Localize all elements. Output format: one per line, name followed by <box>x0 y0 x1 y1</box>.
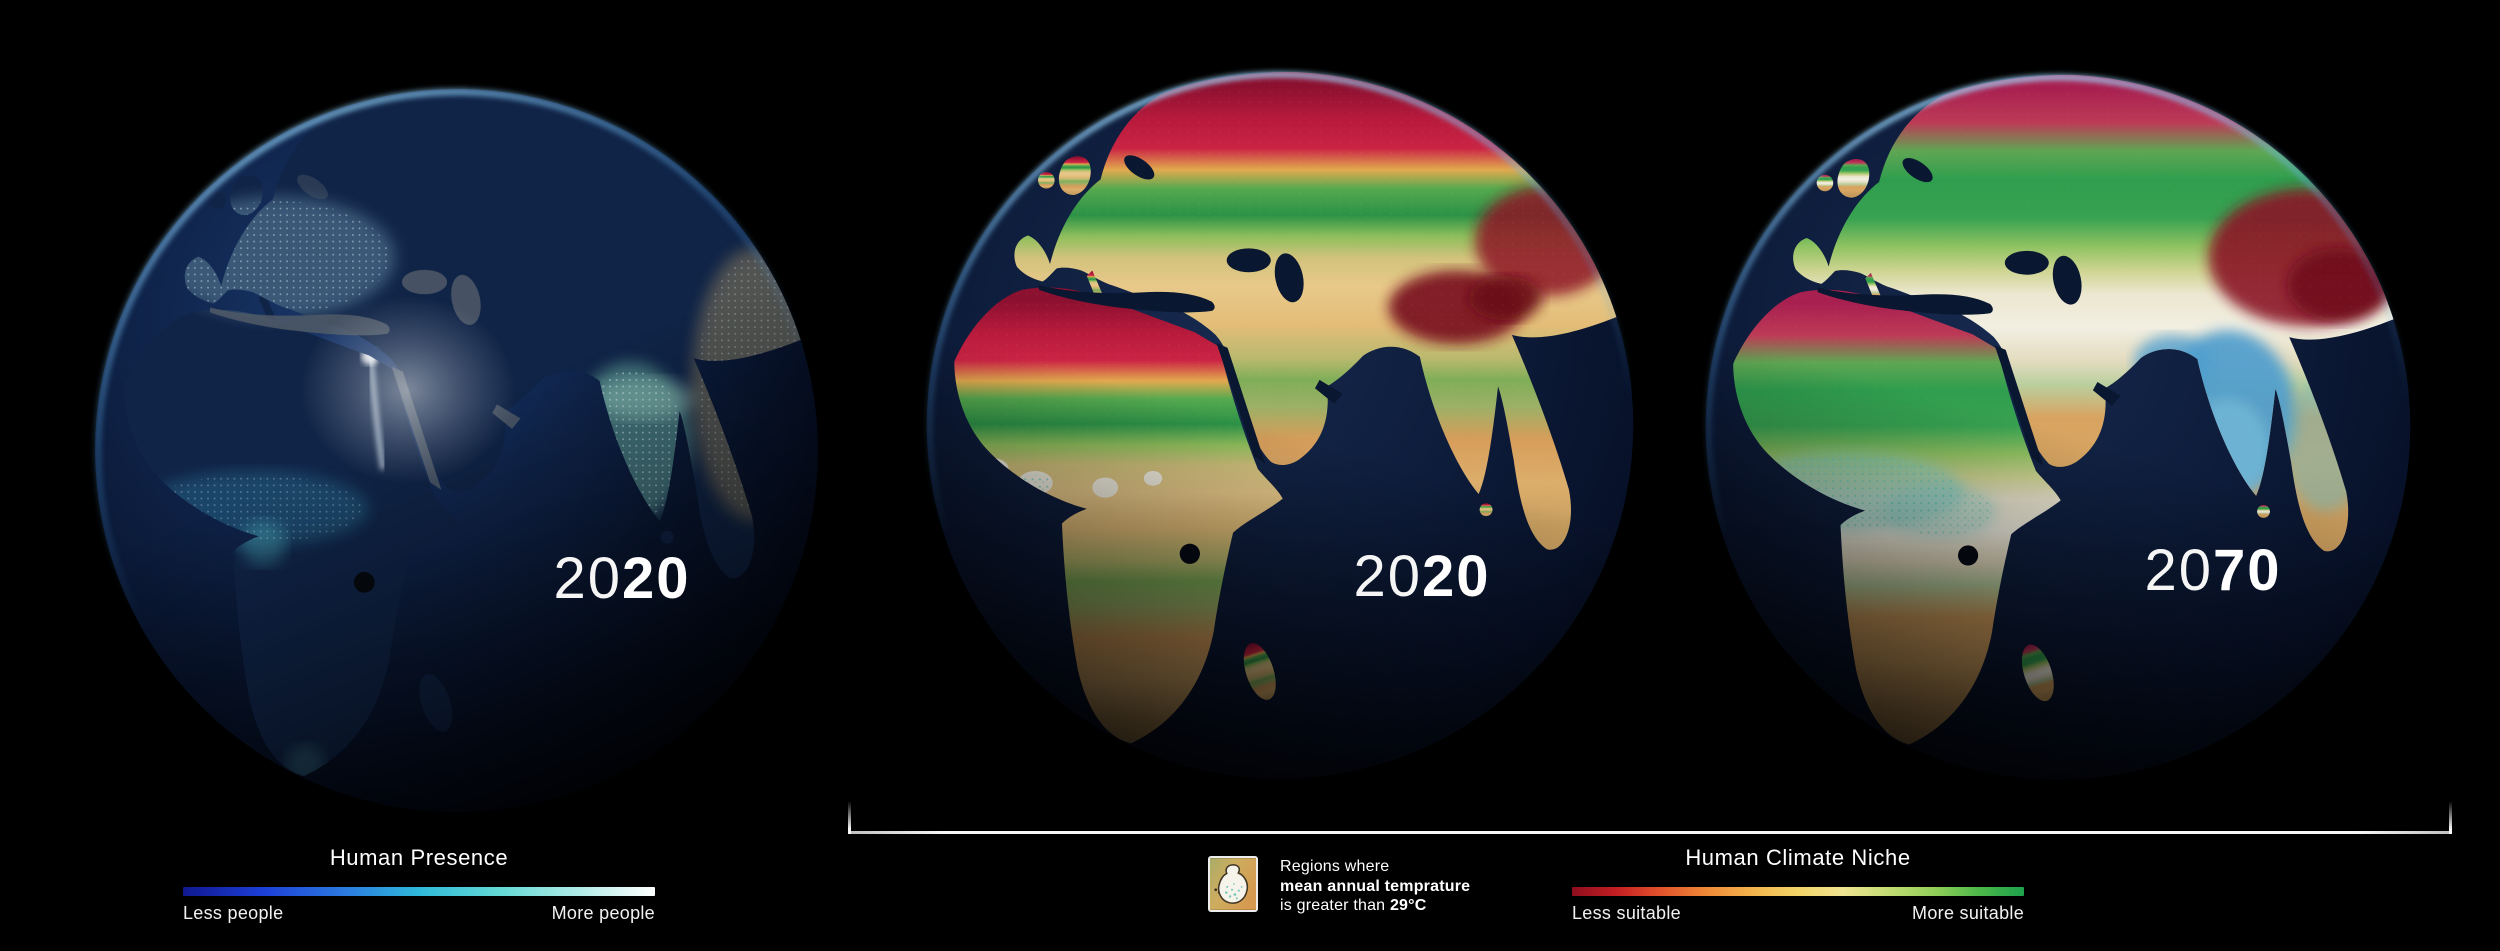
human-presence-gradient-bar <box>183 887 655 896</box>
atmosphere-rim-glow <box>926 71 1634 779</box>
legend-title: Human Climate Niche <box>1685 845 1911 870</box>
group-bracket-left-tick <box>848 801 851 834</box>
annotation-line2: mean annual temprature <box>1280 877 1471 895</box>
legend-min-label: Less people <box>183 903 284 923</box>
atmosphere-rim-glow <box>1705 74 2411 780</box>
year-prefix: 20 <box>2144 538 2213 603</box>
climate-niche-gradient-bar <box>1572 887 2024 896</box>
legend-max-label: More suitable <box>1912 903 2024 923</box>
group-bracket-line <box>848 831 2452 834</box>
shading-2020 <box>926 71 1634 779</box>
year-label-climate-2020: 2020 <box>1353 547 1490 607</box>
globe-climate-niche-2020 <box>912 57 1648 793</box>
group-bracket-right-tick <box>2449 801 2452 834</box>
night-earth-render <box>95 89 818 812</box>
year-prefix: 20 <box>1353 544 1422 609</box>
climate-2020-render <box>926 71 1634 779</box>
year-suffix: 20 <box>1422 544 1491 609</box>
temperature-value: 29°C <box>1389 897 1427 914</box>
globe-climate-niche-2070 <box>1691 60 2425 794</box>
legend-max-label: More people <box>551 903 655 923</box>
temperature-region-map-icon <box>1208 856 1258 912</box>
temperature-annotation: Regions where mean annual temprature is … <box>1208 856 1470 916</box>
climate-2070-render <box>1705 74 2411 780</box>
shading-2070 <box>1705 74 2411 780</box>
atmosphere-rim-glow <box>95 89 818 812</box>
climate-niche-legend: Human Climate Niche Less suitable More s… <box>1572 846 2024 924</box>
annotation-line1: Regions where <box>1280 858 1390 875</box>
legend-min-label: Less suitable <box>1572 903 1681 923</box>
globe-human-presence-2020 <box>80 74 833 827</box>
legend-title: Human Presence <box>329 845 509 870</box>
annotation-line3: is greater than 29°C <box>1280 897 1427 914</box>
year-label-presence-2020: 2020 <box>553 549 690 609</box>
year-suffix: 70 <box>2213 538 2282 603</box>
year-suffix: 20 <box>622 546 691 611</box>
terminator-shading <box>95 89 818 812</box>
year-label-climate-2070: 2070 <box>2144 541 2281 601</box>
year-prefix: 20 <box>553 546 622 611</box>
human-presence-legend: Human Presence Less people More people <box>183 846 655 924</box>
